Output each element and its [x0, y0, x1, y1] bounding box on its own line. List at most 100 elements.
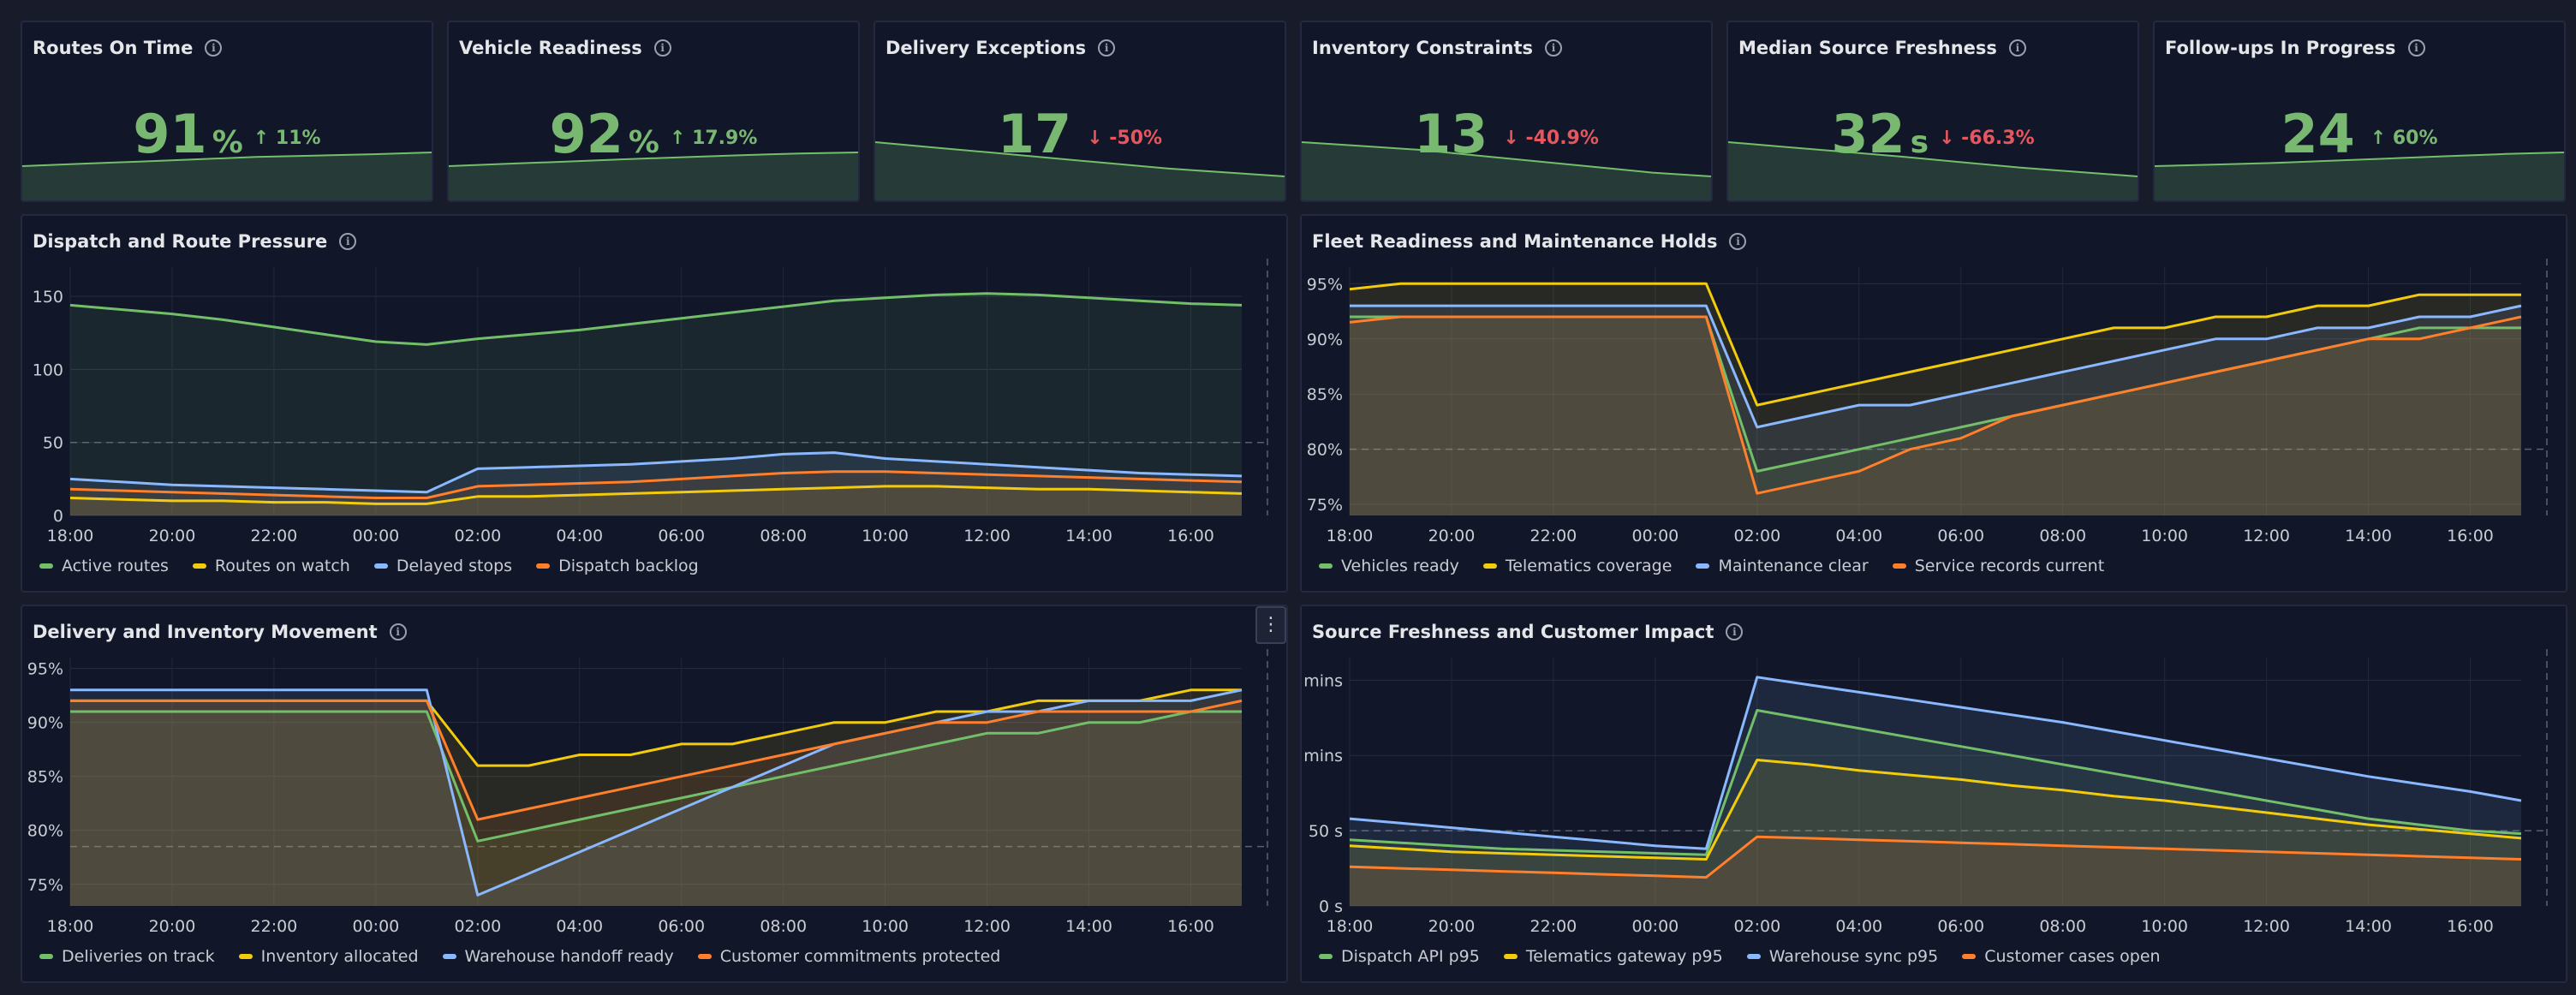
legend-label: Warehouse sync p95	[1768, 947, 1939, 966]
legend-item[interactable]: Service records current	[1892, 557, 2104, 575]
sparkline-area	[449, 152, 858, 200]
series-area	[70, 689, 1242, 906]
legend-item[interactable]: Maintenance clear	[1696, 557, 1869, 575]
legend-label: Dispatch backlog	[558, 557, 699, 575]
series-area	[70, 689, 1242, 906]
x-tick-label: 08:00	[2039, 527, 2086, 545]
legend-swatch	[192, 563, 206, 569]
panel-title: Dispatch and Route Pressure	[33, 231, 328, 252]
legend-label: Deliveries on track	[62, 947, 215, 966]
legend-item[interactable]: Deliveries on track	[39, 947, 215, 966]
legend-item[interactable]: Warehouse sync p95	[1746, 947, 1939, 966]
panel-dispatch-route-pressure: Dispatch and Route Pressure i 0 50 100 150 18…	[21, 214, 1288, 593]
panel-menu-button[interactable]: ⋮	[1255, 606, 1286, 644]
legend-item[interactable]: Routes on watch	[192, 557, 350, 575]
stat-value-row: 17 ↓ -50%	[875, 108, 1285, 161]
series-line[interactable]	[70, 710, 1242, 843]
legend: Active routes Routes on watch Delayed stop…	[39, 557, 699, 575]
x-tick-label: 00:00	[352, 527, 399, 545]
info-icon[interactable]: i	[1545, 39, 1563, 57]
x-tick-label: 16:00	[2447, 527, 2494, 545]
x-tick-label: 18:00	[1327, 917, 1374, 936]
series-line[interactable]	[1349, 709, 2522, 856]
y-tick-label: 95%	[1307, 275, 1343, 294]
series-area	[1350, 317, 2521, 515]
stat-value: 17	[997, 103, 1072, 165]
x-tick-label: 02:00	[1733, 917, 1780, 936]
x-tick-label: 00:00	[1631, 527, 1679, 545]
info-icon[interactable]: i	[1729, 233, 1747, 250]
series-line[interactable]	[69, 292, 1243, 346]
series-line[interactable]	[69, 451, 1243, 494]
x-tick-label: 12:00	[2243, 917, 2290, 936]
info-icon[interactable]: i	[1098, 39, 1116, 57]
legend-swatch	[39, 563, 53, 569]
chart-source-freshness: 0 s 50 s 1.67 mins 2.50 mins 18:00 20:00 22:00…	[1302, 649, 2548, 936]
info-icon[interactable]: i	[205, 39, 223, 57]
sparkline-line	[875, 141, 1285, 177]
legend-item[interactable]: Vehicles ready	[1319, 557, 1459, 575]
series-line[interactable]	[1349, 315, 2522, 495]
sparkline-area	[875, 142, 1285, 200]
series-line[interactable]	[69, 485, 1243, 505]
series-line[interactable]	[70, 688, 1243, 897]
stat-panel: Follow-ups In Progress i 24 ↑ 60%	[2153, 21, 2566, 202]
x-tick-label: 20:00	[1428, 917, 1476, 936]
legend-swatch	[536, 563, 551, 569]
y-tick-label: 1.67 mins	[1302, 747, 1343, 766]
info-icon[interactable]: i	[2407, 39, 2425, 57]
series-line[interactable]	[70, 699, 1243, 821]
series-line[interactable]	[1349, 759, 2522, 861]
info-icon[interactable]: i	[653, 39, 671, 57]
x-tick-label: 02:00	[454, 917, 501, 936]
sparkline-area	[2155, 152, 2564, 200]
x-tick-label: 14:00	[1065, 527, 1112, 545]
info-icon[interactable]: i	[339, 233, 357, 250]
y-tick-label: 75%	[27, 876, 63, 895]
legend-item[interactable]: Telematics gateway p95	[1503, 947, 1723, 966]
sparkline	[1302, 141, 1711, 200]
x-tick-label: 02:00	[1733, 527, 1780, 545]
y-tick-label: 85%	[27, 768, 63, 787]
legend-item[interactable]: Telematics coverage	[1482, 557, 1673, 575]
legend-swatch	[1746, 954, 1761, 959]
legend-swatch	[1696, 563, 1710, 569]
legend-item[interactable]: Inventory allocated	[238, 947, 419, 966]
legend-item[interactable]: Delayed stops	[373, 557, 513, 575]
legend-label: Warehouse handoff ready	[464, 947, 674, 966]
legend-label: Delayed stops	[396, 557, 513, 575]
panel-title: Source Freshness and Customer Impact	[1312, 622, 1714, 642]
legend-label: Maintenance clear	[1718, 557, 1869, 575]
arrow-down-icon: ↓	[1939, 128, 1955, 149]
info-icon[interactable]: i	[1726, 623, 1744, 640]
x-tick-label: 04:00	[1835, 917, 1882, 936]
legend-item[interactable]: Active routes	[39, 557, 169, 575]
series-line[interactable]	[1349, 282, 2521, 407]
series-area	[1350, 837, 2521, 906]
series-line[interactable]	[1350, 304, 2522, 429]
x-tick-label: 06:00	[658, 917, 705, 936]
legend-label: Dispatch API p95	[1341, 947, 1480, 966]
legend-item[interactable]: Customer cases open	[1962, 947, 2161, 966]
x-tick-label: 18:00	[47, 917, 94, 936]
series-line[interactable]	[1349, 676, 2522, 850]
series-area	[1350, 306, 2521, 515]
legend-item[interactable]: Dispatch API p95	[1319, 947, 1480, 966]
stat-value: 13	[1414, 103, 1488, 165]
series-line[interactable]	[69, 470, 1243, 499]
series-line[interactable]	[1349, 835, 2522, 879]
info-icon[interactable]: i	[389, 623, 407, 640]
legend-label: Telematics coverage	[1505, 557, 1673, 575]
y-tick-label: 100	[33, 360, 63, 379]
stat-delta: ↑ 17.9%	[670, 128, 757, 149]
sparkline-area	[22, 152, 432, 200]
x-tick-label: 06:00	[1937, 527, 1984, 545]
legend-item[interactable]: Customer commitments protected	[697, 947, 1000, 966]
legend-item[interactable]: Dispatch backlog	[536, 557, 699, 575]
legend-swatch	[1482, 563, 1497, 569]
info-icon[interactable]: i	[2008, 39, 2026, 57]
y-tick-label: 95%	[27, 660, 63, 679]
legend-item[interactable]: Warehouse handoff ready	[442, 947, 674, 966]
stat-value-row: 92% ↑ 17.9%	[449, 108, 858, 161]
x-tick-label: 16:00	[1167, 527, 1214, 545]
